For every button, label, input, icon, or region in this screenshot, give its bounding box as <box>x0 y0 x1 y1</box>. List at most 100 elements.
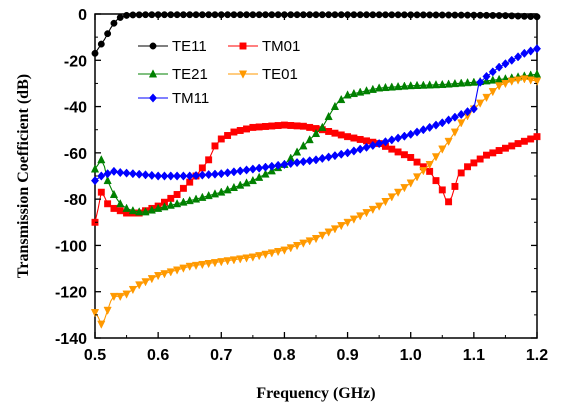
data-point-te21 <box>412 80 422 89</box>
data-point-te01 <box>501 79 510 89</box>
series-layer <box>90 11 542 329</box>
data-point-tm11 <box>425 122 434 132</box>
data-point-te01 <box>425 160 434 170</box>
data-point-tm11 <box>375 139 384 149</box>
data-point-te21 <box>242 178 251 187</box>
data-point-te01 <box>507 77 516 86</box>
data-point-tm01 <box>274 122 282 129</box>
data-point-tm11 <box>305 156 314 166</box>
data-point-te11 <box>445 11 453 19</box>
data-point-te21 <box>337 94 346 104</box>
data-point-tm11 <box>387 135 396 145</box>
legend: TE11 TM01 TE21 TE01 TM11 <box>138 38 300 107</box>
data-point-te01 <box>311 235 321 244</box>
data-point-tm11 <box>501 59 510 69</box>
data-point-tm11 <box>173 171 182 181</box>
data-point-tm11 <box>532 44 542 54</box>
data-point-tm11 <box>236 166 245 176</box>
data-point-te11 <box>369 11 377 19</box>
data-point-te21 <box>97 155 106 164</box>
data-point-te21 <box>387 82 396 91</box>
data-point-te11 <box>255 11 263 19</box>
data-point-te11 <box>224 11 232 19</box>
data-point-te11 <box>97 40 105 48</box>
data-point-tm01 <box>110 204 118 212</box>
x-tick-label: 1.2 <box>526 347 548 364</box>
data-point-te01 <box>179 264 188 273</box>
y-tick-label: -40 <box>64 100 87 117</box>
data-point-tm01 <box>344 133 352 141</box>
legend-entry-te11: TE11 <box>138 38 207 55</box>
data-point-te11 <box>356 11 364 19</box>
data-point-tm11 <box>147 170 156 180</box>
data-point-te21 <box>349 88 358 98</box>
data-point-te21 <box>185 195 194 205</box>
data-point-tm11 <box>349 146 358 156</box>
data-point-te21 <box>217 187 226 196</box>
data-point-te11 <box>520 12 528 20</box>
legend-entry-tm01: TM01 <box>228 38 300 55</box>
data-point-te21 <box>210 189 220 198</box>
data-point-tm01 <box>337 131 345 139</box>
x-tick-label: 0.8 <box>273 347 295 364</box>
data-point-tm11 <box>469 104 478 114</box>
series-te11 <box>91 11 541 57</box>
data-point-te11 <box>476 11 484 19</box>
data-point-te11 <box>287 11 295 19</box>
data-point-te01 <box>393 188 403 197</box>
data-point-tm01 <box>299 122 307 130</box>
data-point-te11 <box>400 11 408 19</box>
x-tick-label: 1.0 <box>400 347 422 364</box>
data-point-te21 <box>330 101 340 111</box>
data-point-tm11 <box>191 170 201 181</box>
data-point-tm11 <box>514 52 523 62</box>
data-point-tm11 <box>293 157 302 168</box>
data-point-tm01 <box>483 151 490 159</box>
data-point-te01 <box>261 250 270 259</box>
data-point-te01 <box>482 93 491 103</box>
data-point-tm01 <box>249 123 257 131</box>
data-point-tm11 <box>438 118 447 128</box>
data-point-tm01 <box>116 207 124 215</box>
data-point-tm01 <box>173 191 181 198</box>
legend-label: TE11 <box>172 38 207 55</box>
data-point-te01 <box>362 209 371 218</box>
data-point-te01 <box>292 241 302 251</box>
data-point-tm01 <box>489 149 497 157</box>
data-point-te01 <box>204 260 213 269</box>
data-point-te01 <box>368 205 377 215</box>
data-point-te11 <box>104 30 112 38</box>
data-point-tm11 <box>495 62 504 72</box>
data-point-te11 <box>432 11 440 19</box>
data-point-te21 <box>90 164 100 173</box>
data-point-tm01 <box>470 159 478 167</box>
data-point-tm11 <box>97 171 106 181</box>
data-point-tm01 <box>211 142 219 150</box>
data-point-tm11 <box>122 168 131 178</box>
data-point-tm11 <box>255 163 264 173</box>
data-point-te21 <box>128 205 137 215</box>
data-point-te11 <box>299 11 307 19</box>
data-point-te21 <box>236 180 245 189</box>
data-point-te21 <box>362 86 371 95</box>
data-point-te11 <box>262 11 269 19</box>
data-point-te21 <box>255 172 264 181</box>
data-point-te21 <box>147 205 156 214</box>
data-point-te11 <box>274 11 282 19</box>
x-tick-label: 0.7 <box>210 347 232 364</box>
data-point-te01 <box>520 75 529 84</box>
data-point-te11 <box>135 11 143 19</box>
data-point-tm11 <box>299 157 308 167</box>
data-point-tm01 <box>533 133 541 141</box>
data-point-tm11 <box>412 127 422 137</box>
data-point-te21 <box>469 77 478 86</box>
data-point-te01 <box>229 256 239 265</box>
data-point-te01 <box>387 193 396 202</box>
data-point-te11 <box>325 11 333 19</box>
data-point-te21 <box>109 189 119 198</box>
y-tick-label: -100 <box>55 238 87 255</box>
x-tick-label: 0.9 <box>336 347 358 364</box>
data-point-tm01 <box>230 128 238 136</box>
data-point-tm01 <box>243 125 250 133</box>
data-point-tm11 <box>90 176 100 186</box>
